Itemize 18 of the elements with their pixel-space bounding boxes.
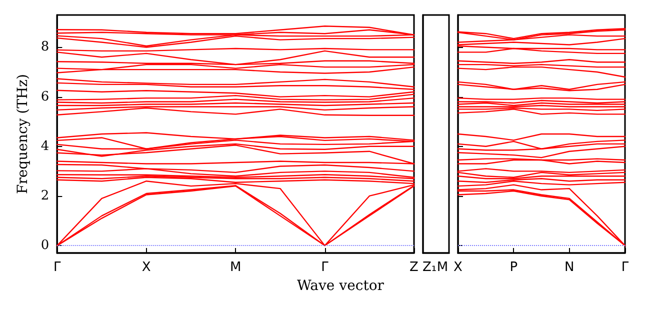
x-tick-label: P [510,260,518,275]
x-tick-label: M [230,260,242,275]
y-axis-title: Frequency (THz) [15,74,31,194]
x-tick-label: X [142,260,151,275]
y-tick-label: 0 [40,238,50,254]
y-tick-label: 2 [40,188,50,204]
x-tick-label: Γ [621,260,630,275]
x-tick-label: Z₁ [422,260,437,275]
x-tick-label: Γ [321,260,330,275]
x-tick-label: X [454,260,463,275]
y-tick-label: 4 [40,138,50,154]
x-tick-label: Z [410,260,419,275]
x-tick-label: N [564,260,574,275]
x-axis-title: Wave vector [297,278,384,294]
y-tick-label: 8 [40,40,50,55]
x-tick-label: Γ [54,260,62,275]
x-tick-label: M [436,260,448,275]
y-tick-label: 6 [40,89,50,104]
